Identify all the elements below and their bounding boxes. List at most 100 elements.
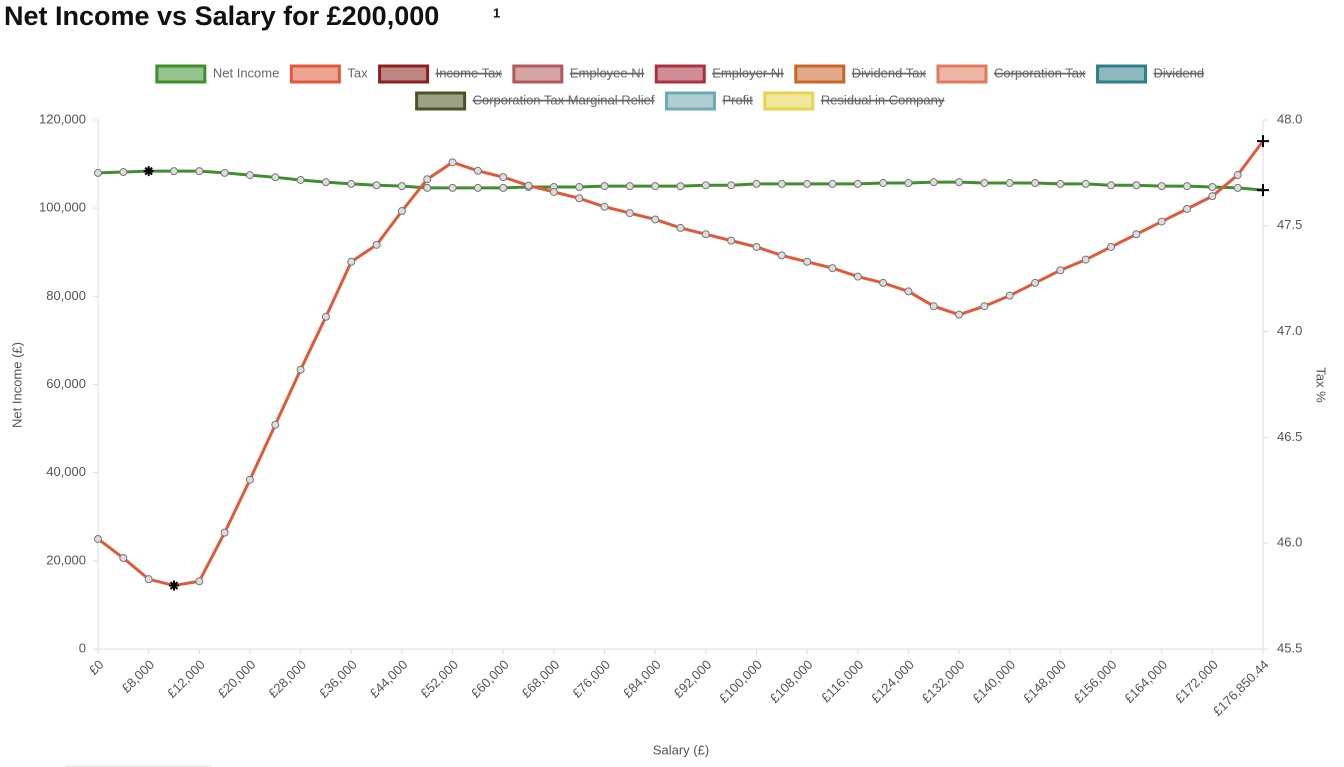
point-marker [777,179,786,188]
point-marker [929,178,938,187]
point-marker [296,175,305,184]
point-marker [1081,179,1090,188]
point-marker [600,182,609,191]
point-marker [600,202,609,211]
point-marker [245,171,254,180]
point-marker [625,182,634,191]
legend-swatch[interactable] [763,91,815,111]
point-marker [651,182,660,191]
legend-swatch[interactable] [794,64,846,84]
point-marker [904,179,913,188]
point-marker [1157,217,1166,226]
y-axis-title: Net Income (£) [9,342,24,428]
legend-label[interactable]: Tax [347,65,368,80]
x-tick-label: £52,000 [417,657,461,701]
title-footnote: 1 [493,5,500,20]
legend-label[interactable]: Dividend [1154,65,1205,80]
point-marker [752,179,761,188]
point-marker [397,206,406,215]
point-marker [625,209,634,218]
x-tick-label: £156,000 [1071,657,1120,706]
point-marker [1056,179,1065,188]
legend-label[interactable]: Residual in Company [821,92,945,107]
point-marker [1056,266,1065,275]
point-marker [1031,179,1040,188]
point-marker [1132,181,1141,190]
legend-label[interactable]: Income Tax [436,65,503,80]
legend-swatch[interactable] [512,64,564,84]
point-marker [752,242,761,251]
point-marker [144,575,153,584]
legend-label[interactable]: Profit [722,92,753,107]
legend-label[interactable]: Dividend Tax [852,65,927,80]
legend-label[interactable]: Employee NI [570,65,644,80]
point-marker [1005,179,1014,188]
x-tick-label: £100,000 [716,657,765,706]
legend-swatch[interactable] [654,64,706,84]
point-marker [94,534,102,543]
legend-swatch[interactable] [415,91,467,111]
point-marker [499,183,508,192]
y-tick-label: 100,000 [39,200,86,215]
x-tick-label: £20,000 [215,657,259,701]
legend-swatch[interactable] [155,64,207,84]
x-tick-label: £92,000 [671,657,715,701]
point-marker [549,187,558,196]
legend-swatch[interactable] [936,64,988,84]
point-marker [321,312,330,321]
point-marker [828,179,837,188]
chart-title: Net Income vs Salary for £200,000 [4,1,439,31]
point-marker [929,302,938,311]
legend-swatch[interactable] [1096,64,1148,84]
point-marker [676,223,685,232]
legend-label[interactable]: Employer NI [712,65,784,80]
point-marker [575,194,584,203]
point-marker [1183,204,1192,213]
point-marker [1132,230,1141,239]
point-marker [980,179,989,188]
x-tick-label: £124,000 [868,657,917,706]
x-tick-label: £8,000 [118,657,157,696]
point-marker [347,179,356,188]
point-marker [423,175,432,184]
x-tick-label: £36,000 [316,657,360,701]
y-tick-label: 80,000 [46,288,86,303]
point-marker [828,264,837,273]
point-marker [853,272,862,281]
point-marker [372,240,381,249]
point-marker [397,182,406,191]
point-marker [195,167,204,176]
legend-label[interactable]: Net Income [213,65,279,80]
point-marker [980,302,989,311]
point-marker [651,215,660,224]
legend-label[interactable]: Corporation Tax Marginal Relief [473,92,655,107]
legend-swatch[interactable] [664,91,716,111]
legend-swatch[interactable] [289,64,341,84]
point-marker [904,287,913,296]
point-marker [524,181,533,190]
legend-label[interactable]: Corporation Tax [994,65,1086,80]
y2-tick-label: 46.0 [1277,535,1302,550]
point-marker [1081,255,1090,264]
x-tick-label: £140,000 [969,657,1018,706]
point-marker [473,183,482,192]
x-tick-label: £60,000 [468,657,512,701]
legend-swatch[interactable] [378,64,430,84]
point-marker [448,183,457,192]
point-marker [473,166,482,175]
optimum-marker [143,166,154,177]
point-marker [271,173,280,182]
point-marker [220,168,229,177]
point-marker [575,183,584,192]
point-marker [879,179,888,188]
point-marker [448,158,457,167]
x-tick-label: £148,000 [1020,657,1069,706]
point-marker [701,230,710,239]
point-marker [372,181,381,190]
current-marker [1257,135,1269,148]
y2-tick-label: 47.5 [1277,217,1302,232]
y-tick-label: 60,000 [46,376,86,391]
y-tick-label: 0 [79,640,86,655]
x-tick-label: £44,000 [367,657,411,701]
